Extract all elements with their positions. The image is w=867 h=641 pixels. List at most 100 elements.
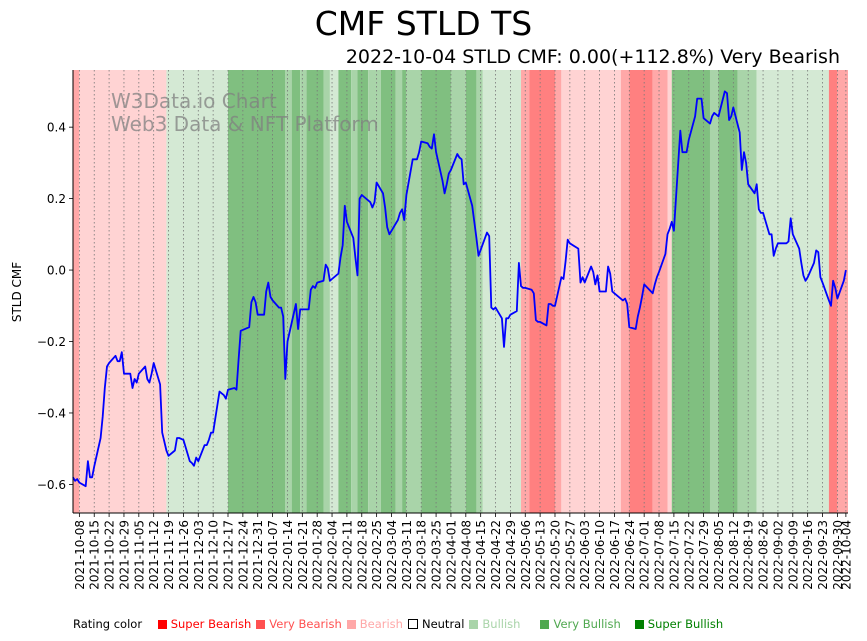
x-tick-label: 2022-03-18 (415, 520, 429, 590)
x-tick-label: 2022-01-28 (311, 520, 325, 590)
legend-item: Bullish (469, 617, 520, 631)
x-tick-label: 2022-08-26 (757, 520, 771, 590)
y-ticks: −0.6 −0.4 −0.2 0.0 0.2 0.4 (37, 121, 73, 492)
legend-swatch (346, 620, 356, 629)
x-tick-label: 2022-03-25 (430, 520, 444, 590)
x-tick-label: 2022-07-22 (682, 520, 696, 590)
x-tick-label: 2021-12-17 (222, 520, 236, 590)
rating-band (323, 70, 330, 513)
legend-title: Rating color (73, 617, 143, 631)
rating-band (228, 70, 286, 513)
rating-band (395, 70, 403, 513)
rating-band (450, 70, 466, 513)
chart-subtitle: 2022-10-04 STLD CMF: 0.00(+112.8%) Very … (345, 46, 840, 68)
legend-swatch (407, 619, 418, 629)
x-tick-label: 2021-10-08 (73, 520, 87, 590)
y-tick-label: 0.2 (47, 192, 66, 206)
x-tick-label: 2022-03-04 (385, 520, 399, 590)
x-ticks: 2021-10-08 2021-10-15 2021-10-22 2021-10-29… (73, 513, 853, 590)
x-tick-label: 2022-08-19 (742, 520, 756, 590)
watermark: W3Data.io Chart Web3 Data & NFT Platform (111, 89, 379, 136)
x-tick-label: 2022-03-11 (400, 520, 414, 590)
x-tick-label: 2022-08-12 (727, 520, 741, 590)
x-tick-label: 2022-06-24 (623, 520, 637, 590)
x-tick-label: 2021-10-22 (103, 520, 117, 590)
rating-band (465, 70, 477, 513)
rating-band (652, 70, 668, 513)
legend-swatch (157, 620, 167, 629)
rating-band (285, 70, 292, 513)
chart-title: CMF STLD TS (314, 4, 533, 43)
rating-band (561, 70, 621, 513)
rating-band (357, 70, 369, 513)
y-axis-label: STLD CMF (10, 262, 24, 322)
y-tick-label: −0.6 (37, 478, 66, 492)
x-tick-label: 2022-04-01 (444, 520, 458, 590)
x-tick-label: 2022-07-29 (697, 520, 711, 590)
x-tick-label: 2022-06-10 (593, 520, 607, 590)
legend-item: Neutral (407, 617, 465, 631)
legend-label: Bullish (482, 617, 521, 631)
legend-swatch (540, 620, 550, 629)
x-tick-label: 2021-12-24 (236, 520, 250, 590)
legend: Rating color Super Bearish Very Bearish Be… (73, 617, 728, 631)
x-tick-label: 2022-09-02 (771, 520, 785, 590)
rating-band (629, 70, 653, 513)
legend-swatch (469, 620, 479, 629)
rating-band (476, 70, 483, 513)
x-tick-label: 2022-04-22 (489, 520, 503, 590)
legend-label: Super Bullish (647, 617, 724, 631)
y-tick-label: 0.4 (47, 121, 66, 135)
rating-band (620, 70, 630, 513)
x-tick-label: 2022-02-18 (355, 520, 369, 590)
rating-band (671, 70, 710, 513)
legend-label: Neutral (421, 617, 465, 631)
x-tick-label: 2022-05-13 (534, 520, 548, 590)
x-tick-label: 2021-12-03 (192, 520, 206, 590)
x-tick-label: 2022-01-07 (266, 520, 280, 590)
x-tick-label: 2022-09-23 (816, 520, 830, 590)
legend-item: Very Bullish (540, 617, 621, 631)
series-line-cmf (72, 90, 847, 488)
rating-bands (73, 70, 848, 513)
x-tick-label: 2022-06-17 (608, 520, 622, 590)
y-tick-label: 0.0 (47, 264, 66, 278)
rating-band (667, 70, 672, 513)
legend-item: Super Bearish (157, 617, 252, 631)
x-tick-label: 2022-01-14 (281, 520, 295, 590)
x-tick-label: 2022-02-25 (370, 520, 384, 590)
x-tick-label: 2021-10-15 (88, 520, 102, 590)
x-tick-label: 2022-09-16 (801, 520, 815, 590)
rating-band (306, 70, 324, 513)
rating-band (368, 70, 381, 513)
rating-band (73, 70, 80, 513)
legend-item: Bearish (346, 617, 403, 631)
x-tick-label: 2022-04-15 (474, 520, 488, 590)
rating-band (380, 70, 396, 513)
x-tick-label: 2022-05-27 (563, 520, 577, 590)
x-tick-label: 2022-09-09 (786, 520, 800, 590)
legend-item: Super Bullish (634, 617, 724, 631)
x-tick-label: 2021-12-31 (251, 520, 265, 590)
x-tick-label: 2022-01-21 (296, 520, 310, 590)
legend-label: Very Bullish (553, 617, 621, 631)
legend-label: Super Bearish (170, 617, 252, 631)
rating-band (709, 70, 719, 513)
x-tick-label: 2022-05-06 (519, 520, 533, 590)
x-tick-label: 2022-07-08 (653, 520, 667, 590)
x-tick-label: 2022-07-15 (667, 520, 681, 590)
legend-item: Very Bearish (256, 617, 342, 631)
x-tick-label: 2022-07-01 (638, 520, 652, 590)
rating-band (482, 70, 522, 513)
x-tick-label: 2022-08-05 (712, 520, 726, 590)
legend-label: Very Bearish (269, 617, 342, 631)
rating-band (351, 70, 358, 513)
rating-band (828, 70, 838, 513)
x-tick-label: 2022-02-04 (326, 520, 340, 590)
x-tick-label: 2021-11-19 (162, 520, 176, 590)
x-tick-label: 2022-04-29 (504, 520, 518, 590)
x-tick-label: 2022-04-08 (459, 520, 473, 590)
rating-band (300, 70, 307, 513)
x-tick-label: 2022-02-11 (340, 520, 354, 590)
series-layer (72, 90, 847, 488)
